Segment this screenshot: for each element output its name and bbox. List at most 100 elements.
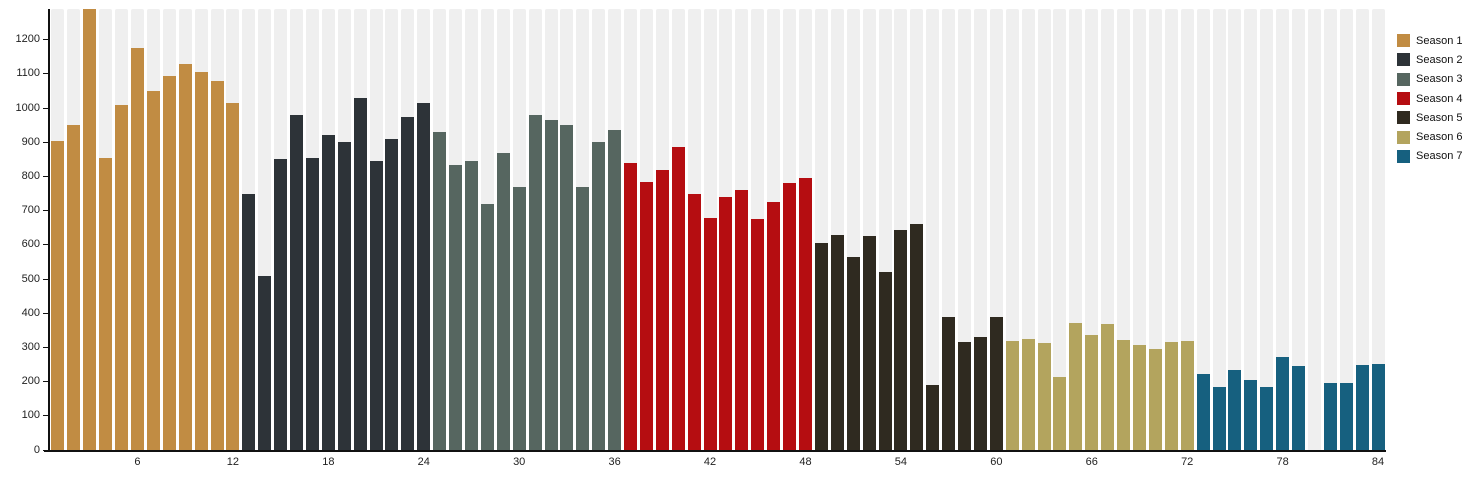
bar-episode-75 — [1228, 370, 1242, 450]
legend-item-season-2: Season 2 — [1397, 50, 1462, 69]
bar-episode-19 — [337, 142, 351, 450]
bar-episode-34 — [576, 186, 590, 450]
legend-swatch — [1397, 92, 1410, 106]
bar-episode-14 — [258, 275, 272, 450]
bar-episode-64 — [1053, 376, 1067, 450]
x-tick-label: 24 — [417, 456, 430, 468]
y-tick-label: 400 — [21, 306, 40, 319]
x-tick-label: 66 — [1085, 456, 1098, 468]
x-tick-label: 42 — [703, 456, 717, 468]
y-axis-line — [48, 9, 50, 451]
y-tick — [43, 210, 48, 212]
bar-episode-59 — [973, 337, 987, 450]
bar-episode-33 — [560, 125, 574, 450]
legend-swatch — [1397, 53, 1410, 67]
bar-episode-65 — [1069, 322, 1083, 450]
y-tick — [43, 381, 48, 383]
y-tick-label: 600 — [21, 238, 40, 251]
bar-episode-43 — [719, 197, 733, 450]
column-stripe — [1053, 9, 1067, 450]
column-stripe — [1323, 9, 1337, 450]
y-tick-label: 500 — [21, 272, 40, 285]
column-stripe — [1260, 9, 1274, 450]
bar-episode-39 — [655, 169, 669, 450]
bar-episode-47 — [783, 183, 797, 450]
x-tick-label: 36 — [608, 456, 621, 468]
bar-episode-41 — [687, 193, 701, 450]
legend-swatch — [1397, 72, 1410, 86]
bar-episode-51 — [846, 256, 860, 450]
bar-episode-77 — [1260, 387, 1274, 450]
bar-episode-3 — [83, 9, 97, 450]
bar-episode-30 — [512, 186, 526, 450]
y-tick-label: 700 — [21, 204, 40, 217]
y-tick — [43, 278, 48, 280]
y-tick — [43, 244, 48, 246]
y-tick — [43, 449, 48, 451]
column-stripe — [1180, 9, 1194, 450]
bar-episode-10 — [194, 72, 208, 450]
bar-episode-15 — [274, 159, 288, 450]
column-stripe — [1005, 9, 1019, 450]
y-tick-label: 800 — [21, 170, 40, 182]
bar-episode-23 — [401, 116, 415, 450]
y-tick-label: 1200 — [15, 33, 40, 46]
bar-episode-4 — [99, 157, 113, 450]
column-stripe — [1148, 9, 1162, 450]
bar-episode-58 — [958, 342, 972, 450]
bar-episode-44 — [735, 190, 749, 450]
x-tick-label: 30 — [513, 456, 526, 468]
y-tick-label: 300 — [21, 340, 40, 353]
column-stripe — [958, 9, 972, 450]
legend-label: Season 3 — [1416, 73, 1463, 86]
legend-label: Season 1 — [1416, 34, 1463, 47]
bar-episode-74 — [1212, 387, 1226, 450]
legend: Season 1 Season 2 Season 3 Season 4 Season 5… — [1397, 31, 1462, 166]
x-tick-label: 78 — [1276, 456, 1289, 468]
bar-episode-29 — [496, 152, 510, 450]
bar-episode-6 — [130, 48, 144, 450]
bar-episode-1 — [51, 140, 65, 450]
bar-episode-83 — [1355, 365, 1369, 450]
bar-episode-73 — [1196, 373, 1210, 450]
bar-episode-16 — [290, 114, 304, 450]
x-tick-label: 54 — [894, 456, 908, 468]
bar-episode-27 — [464, 161, 478, 450]
bar-episode-72 — [1180, 340, 1194, 450]
column-stripe — [1339, 9, 1353, 450]
legend-item-season-3: Season 3 — [1397, 70, 1462, 89]
legend-swatch — [1397, 111, 1410, 125]
bar-episode-76 — [1244, 379, 1258, 450]
legend-swatch — [1397, 130, 1410, 144]
x-tick-label: 84 — [1371, 456, 1385, 468]
y-tick-label: 200 — [21, 375, 40, 388]
column-stripe — [1212, 9, 1226, 450]
bar-episode-40 — [671, 147, 685, 450]
bar-episode-13 — [242, 193, 256, 450]
legend-swatch — [1397, 34, 1410, 48]
bar-episode-55 — [910, 224, 924, 450]
bar-episode-46 — [767, 202, 781, 450]
column-stripe — [1037, 9, 1051, 450]
bar-episode-62 — [1021, 338, 1035, 450]
bar-episode-31 — [528, 114, 542, 450]
bar-episode-49 — [814, 243, 828, 450]
column-stripe — [1164, 9, 1178, 450]
y-tick — [43, 346, 48, 348]
bar-episode-42 — [703, 217, 717, 450]
bar-episode-35 — [592, 142, 606, 450]
bar-episode-69 — [1132, 344, 1146, 450]
legend-label: Season 4 — [1416, 92, 1463, 105]
bar-episode-68 — [1117, 339, 1131, 450]
bar-episode-57 — [942, 316, 956, 450]
bar-episode-84 — [1371, 363, 1385, 450]
bar-episode-79 — [1292, 366, 1306, 450]
bar-episode-60 — [989, 316, 1003, 450]
bar-episode-12 — [226, 103, 240, 450]
column-stripe — [1228, 9, 1242, 450]
bar-episode-45 — [751, 219, 765, 450]
y-tick — [43, 415, 48, 417]
x-tick-label: 60 — [990, 456, 1003, 468]
y-tick — [43, 312, 48, 314]
